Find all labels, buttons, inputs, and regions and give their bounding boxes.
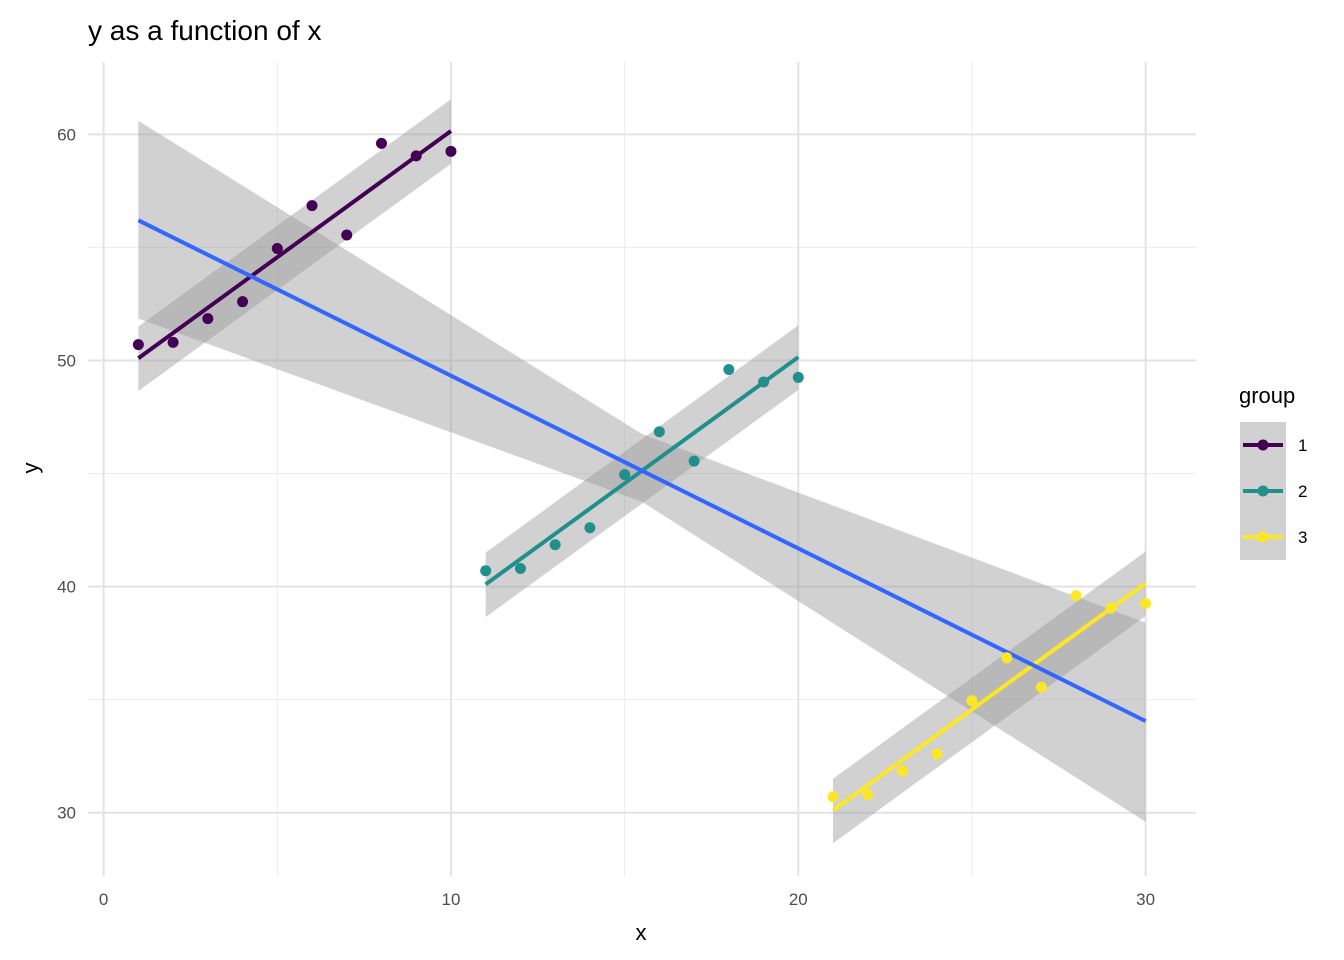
group-1-point bbox=[237, 296, 249, 308]
group-1-point bbox=[167, 336, 179, 348]
group-1-point bbox=[271, 243, 283, 255]
group-2-point bbox=[514, 562, 526, 574]
chart-title: y as a function of x bbox=[88, 15, 321, 46]
x-axis-tick-labels: 0 10 20 30 bbox=[99, 890, 1155, 909]
x-tick-label: 0 bbox=[99, 890, 108, 909]
group-3-point bbox=[1035, 681, 1047, 693]
major-gridlines bbox=[88, 62, 1196, 876]
legend-key-point bbox=[1257, 485, 1269, 497]
group-1-fit-line bbox=[137, 129, 453, 360]
group-1-point bbox=[445, 145, 457, 157]
group-1-point bbox=[306, 200, 318, 212]
group-1-point bbox=[341, 229, 353, 241]
group-1-point bbox=[202, 313, 214, 325]
group-3-point bbox=[931, 748, 943, 760]
overall-fit-line bbox=[137, 218, 1147, 723]
legend-label-group-3: 3 bbox=[1298, 528, 1307, 547]
legend-key-point bbox=[1257, 439, 1269, 451]
group-1-point bbox=[132, 339, 144, 351]
y-tick-label: 30 bbox=[57, 804, 76, 823]
group-2-point bbox=[619, 469, 631, 481]
x-tick-label: 30 bbox=[1136, 890, 1155, 909]
group-1-point bbox=[410, 150, 422, 162]
legend-label-group-1: 1 bbox=[1298, 436, 1307, 455]
data-points bbox=[132, 137, 1152, 803]
legend-keys: 1 2 3 bbox=[1240, 422, 1307, 560]
x-axis-title: x bbox=[636, 920, 647, 945]
group-2-point bbox=[723, 364, 735, 376]
group-3-point bbox=[862, 789, 874, 801]
group-3-point bbox=[897, 765, 909, 777]
group-2-point bbox=[480, 565, 492, 577]
y-axis-title: y bbox=[18, 463, 43, 474]
y-axis-tick-labels: 30 40 50 60 bbox=[57, 125, 76, 822]
group-1-point bbox=[375, 137, 387, 149]
group-3-fit-line bbox=[831, 581, 1147, 813]
legend: group 1 2 3 bbox=[1239, 383, 1307, 560]
legend-title: group bbox=[1239, 383, 1295, 408]
x-tick-label: 10 bbox=[442, 890, 461, 909]
group-2-point bbox=[688, 455, 700, 467]
group-3-point bbox=[1140, 598, 1152, 610]
y-tick-label: 60 bbox=[57, 125, 76, 144]
fit-lines bbox=[137, 129, 1147, 813]
group-2-point bbox=[549, 539, 561, 551]
legend-key-point bbox=[1257, 531, 1269, 543]
y-tick-label: 50 bbox=[57, 351, 76, 370]
group-3-point bbox=[1105, 602, 1117, 614]
group-2-point bbox=[584, 522, 596, 534]
group-2-point bbox=[653, 426, 665, 438]
group-3-point bbox=[1070, 590, 1082, 602]
group-3-point bbox=[1001, 652, 1013, 664]
group-2-point bbox=[758, 376, 770, 388]
x-tick-label: 20 bbox=[789, 890, 808, 909]
group-2-point bbox=[792, 371, 804, 383]
group-3-point bbox=[827, 791, 839, 803]
y-tick-label: 40 bbox=[57, 578, 76, 597]
group-3-point bbox=[966, 695, 978, 707]
legend-label-group-2: 2 bbox=[1298, 482, 1307, 501]
